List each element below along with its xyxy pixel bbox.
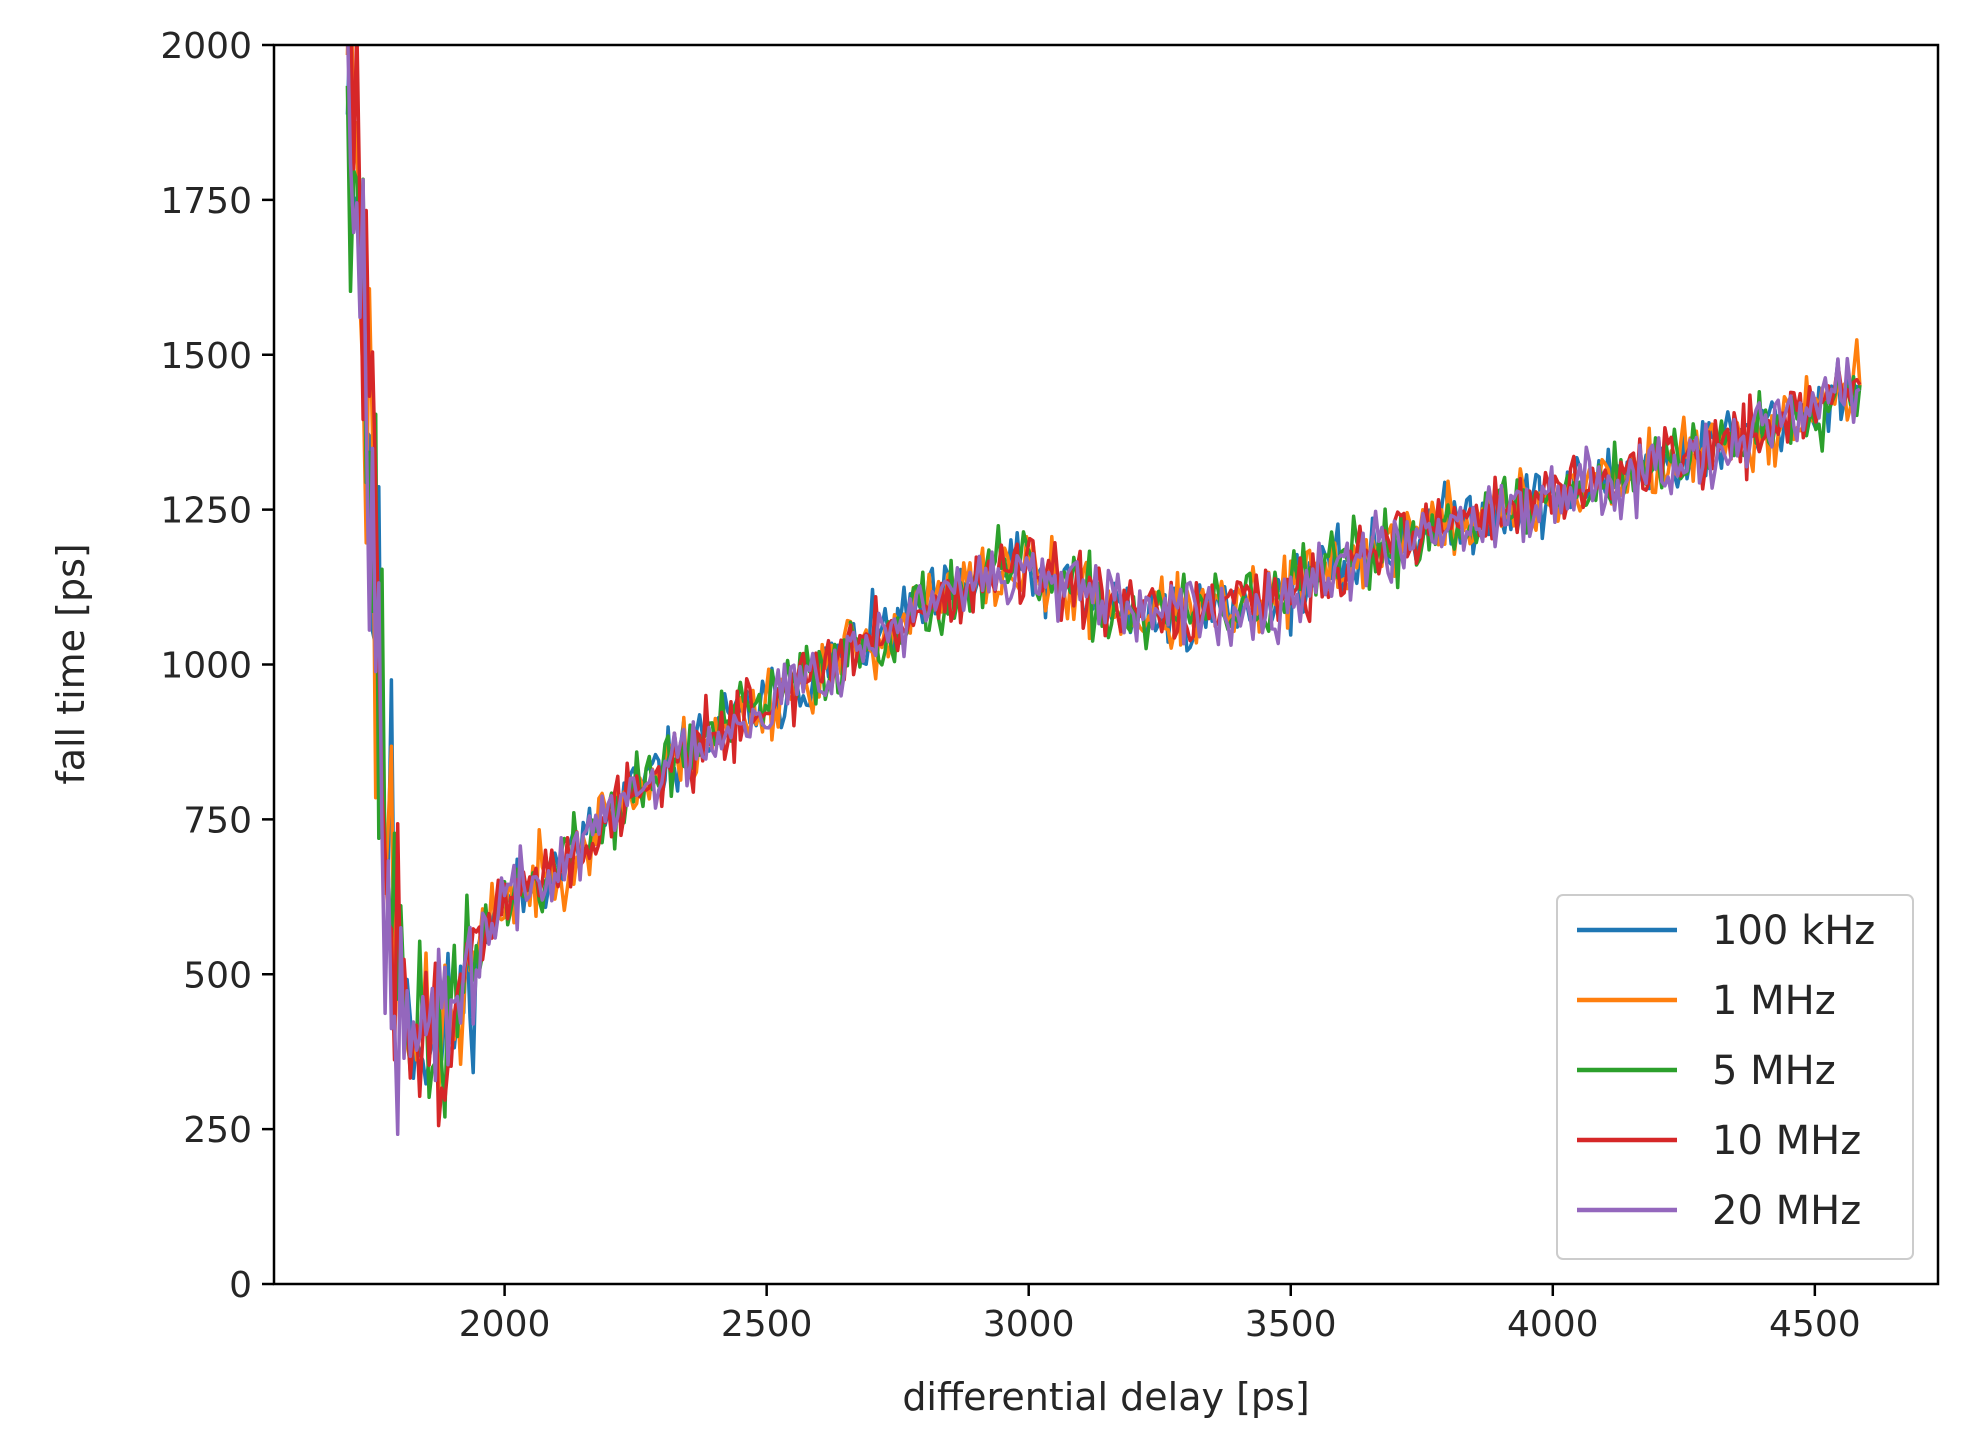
legend-label: 100 kHz bbox=[1712, 908, 1875, 954]
legend-box bbox=[1556, 894, 1914, 1260]
y-tick-label: 250 bbox=[183, 1110, 252, 1151]
y-tick-label: 2000 bbox=[160, 26, 252, 67]
legend-label: 5 MHz bbox=[1712, 1048, 1836, 1094]
clip-top bbox=[0, 0, 1961, 45]
y-tick-label: 0 bbox=[229, 1265, 252, 1306]
x-axis-label: differential delay [ps] bbox=[902, 1375, 1309, 1419]
x-tick-label: 3500 bbox=[1245, 1304, 1337, 1345]
y-tick-label: 500 bbox=[183, 955, 252, 996]
legend-label: 1 MHz bbox=[1712, 978, 1836, 1024]
x-tick-label: 4000 bbox=[1507, 1304, 1599, 1345]
y-tick-label: 1750 bbox=[160, 181, 252, 222]
y-tick-label: 1000 bbox=[160, 646, 252, 687]
x-tick-label: 2500 bbox=[721, 1304, 813, 1345]
x-tick-label: 2000 bbox=[459, 1304, 551, 1345]
x-axis: 2000 2500 3000 3500 4000 4500 bbox=[459, 1284, 1861, 1345]
legend-label: 20 MHz bbox=[1712, 1188, 1861, 1234]
y-tick-label: 1500 bbox=[160, 336, 252, 377]
x-tick-label: 4500 bbox=[1769, 1304, 1861, 1345]
y-axis: 0 250 500 750 1000 1250 1500 1750 2000 bbox=[160, 26, 274, 1306]
y-tick-label: 1250 bbox=[160, 491, 252, 532]
x-tick-label: 3000 bbox=[983, 1304, 1075, 1345]
y-tick-label: 750 bbox=[183, 800, 252, 841]
y-axis-label: fall time [ps] bbox=[49, 543, 93, 784]
legend: 100 kHz 1 MHz 5 MHz 10 MHz 20 MHz bbox=[1556, 894, 1914, 1260]
clip-right bbox=[1938, 0, 1961, 1449]
legend-label: 10 MHz bbox=[1712, 1118, 1861, 1164]
series-line bbox=[345, 21, 1861, 1137]
